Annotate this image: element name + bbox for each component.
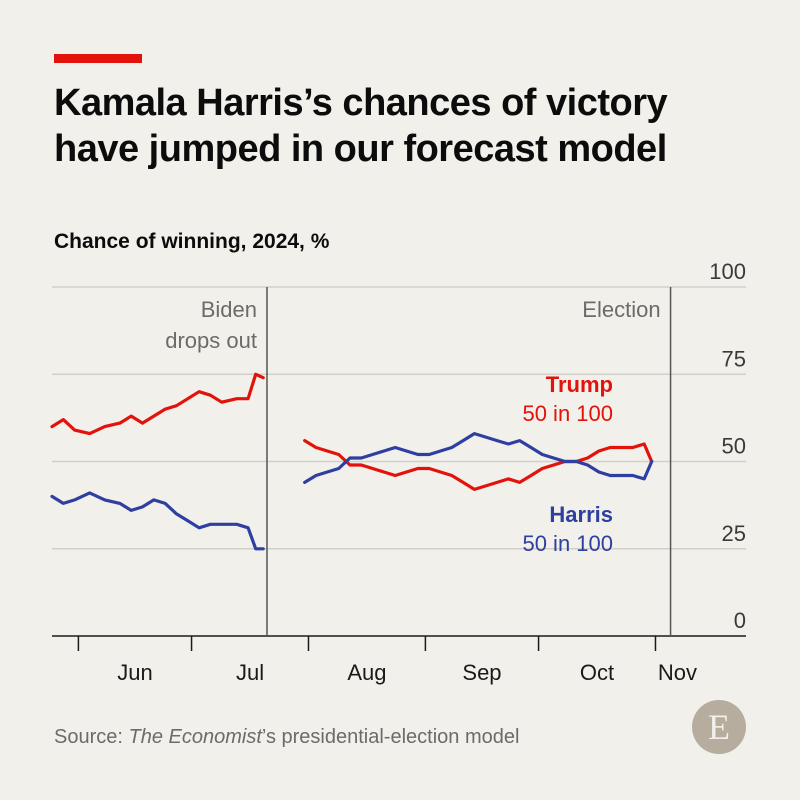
series-line-harris-2 [303, 432, 654, 484]
brand-red-bar [54, 54, 142, 63]
series-label-trump: Trump [546, 372, 613, 397]
y-tick-label-50: 50 [722, 434, 746, 459]
series-line-harris-1 [50, 491, 265, 551]
annotation-label-election-0: Election [582, 297, 660, 322]
chart-subtitle: Chance of winning, 2024, % [54, 230, 330, 253]
series-value-label-trump: 50 in 100 [522, 401, 613, 426]
y-tick-label-0: 0 [734, 608, 746, 633]
x-tick-label-nov: Nov [658, 660, 697, 685]
y-tick-label-100: 100 [709, 259, 746, 284]
x-tick-label-sep: Sep [462, 660, 501, 685]
y-tick-label-75: 75 [722, 346, 746, 371]
series-label-harris: Harris [549, 502, 613, 527]
source-publication: The Economist [128, 726, 262, 748]
y-tick-label-25: 25 [722, 521, 746, 546]
chart-title: Kamala Harris’s chances of victory have … [54, 82, 668, 170]
source-suffix: ’s presidential-election model [261, 726, 520, 748]
series-line-trump-1 [50, 372, 265, 436]
series-value-label-harris: 50 in 100 [522, 531, 613, 556]
annotation-label-biden-drops-out-1: drops out [165, 328, 257, 353]
source-note: Source: The Economist’s presidential-ele… [54, 726, 519, 749]
x-tick-label-aug: Aug [347, 660, 386, 685]
x-tick-label-jun: Jun [117, 660, 152, 685]
x-tick-label-oct: Oct [580, 660, 614, 685]
x-tick-label-jul: Jul [236, 660, 264, 685]
series-line-trump-2 [303, 439, 654, 491]
source-prefix: Source: [54, 726, 129, 748]
economist-logo: E [692, 700, 746, 754]
annotation-label-biden-drops-out-0: Biden [201, 297, 257, 322]
